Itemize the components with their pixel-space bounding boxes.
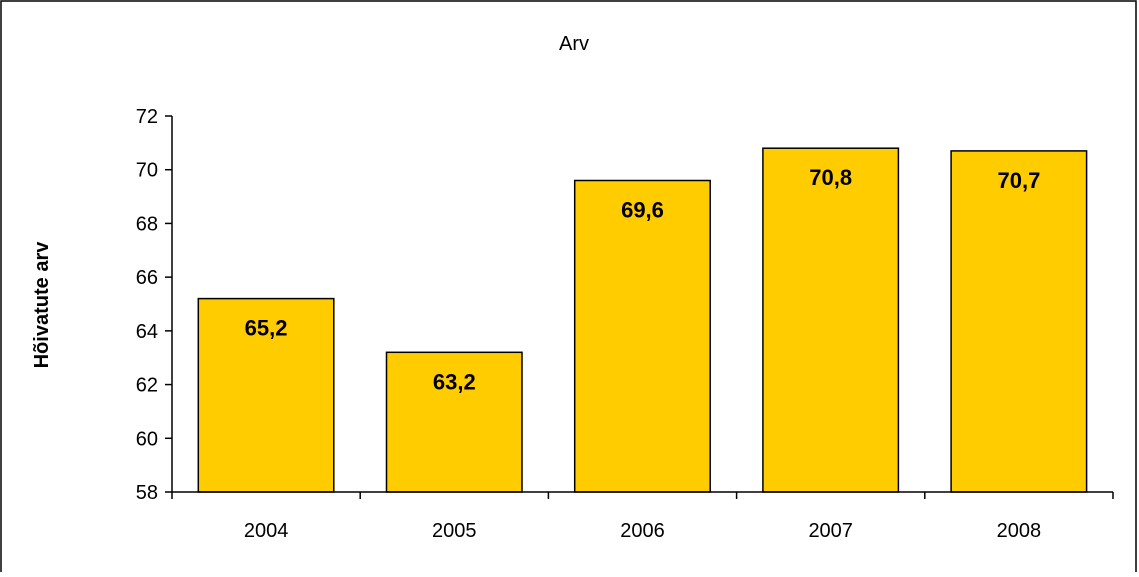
data-label-2006: 69,6	[621, 198, 664, 223]
chart-title: Arv	[559, 33, 589, 55]
y-tick-label-64: 64	[136, 321, 158, 343]
x-tick-label-2007: 2007	[808, 520, 853, 542]
y-tick-label-60: 60	[136, 428, 158, 450]
x-tick-label-2008: 2008	[997, 520, 1042, 542]
bar-2004	[197, 297, 335, 493]
y-tick-label-70: 70	[136, 160, 158, 182]
y-tick-label-72: 72	[136, 106, 158, 128]
data-label-2004: 65,2	[245, 316, 288, 341]
y-tick-label-62: 62	[136, 375, 158, 397]
data-label-2007: 70,8	[809, 165, 852, 190]
x-tick-label-2006: 2006	[620, 520, 665, 542]
data-label-2008: 70,7	[997, 168, 1040, 193]
bar-2007	[762, 147, 900, 493]
y-axis-title: Hõivatute arv	[31, 241, 53, 369]
bar-2008	[950, 150, 1088, 493]
data-label-2005: 63,2	[433, 369, 476, 394]
x-tick-label-2004: 2004	[244, 520, 289, 542]
y-tick-label-68: 68	[136, 213, 158, 235]
bar-2006	[573, 179, 711, 493]
plot-area: 65,2 63,2 69,6 70,8 70,7 58 60 62 64 66 68 70 72 2004…	[136, 106, 1114, 542]
bar-2005	[385, 351, 523, 493]
x-tick-label-2005: 2005	[432, 520, 477, 542]
y-tick-label-58: 58	[136, 482, 158, 504]
y-tick-label-66: 66	[136, 267, 158, 289]
